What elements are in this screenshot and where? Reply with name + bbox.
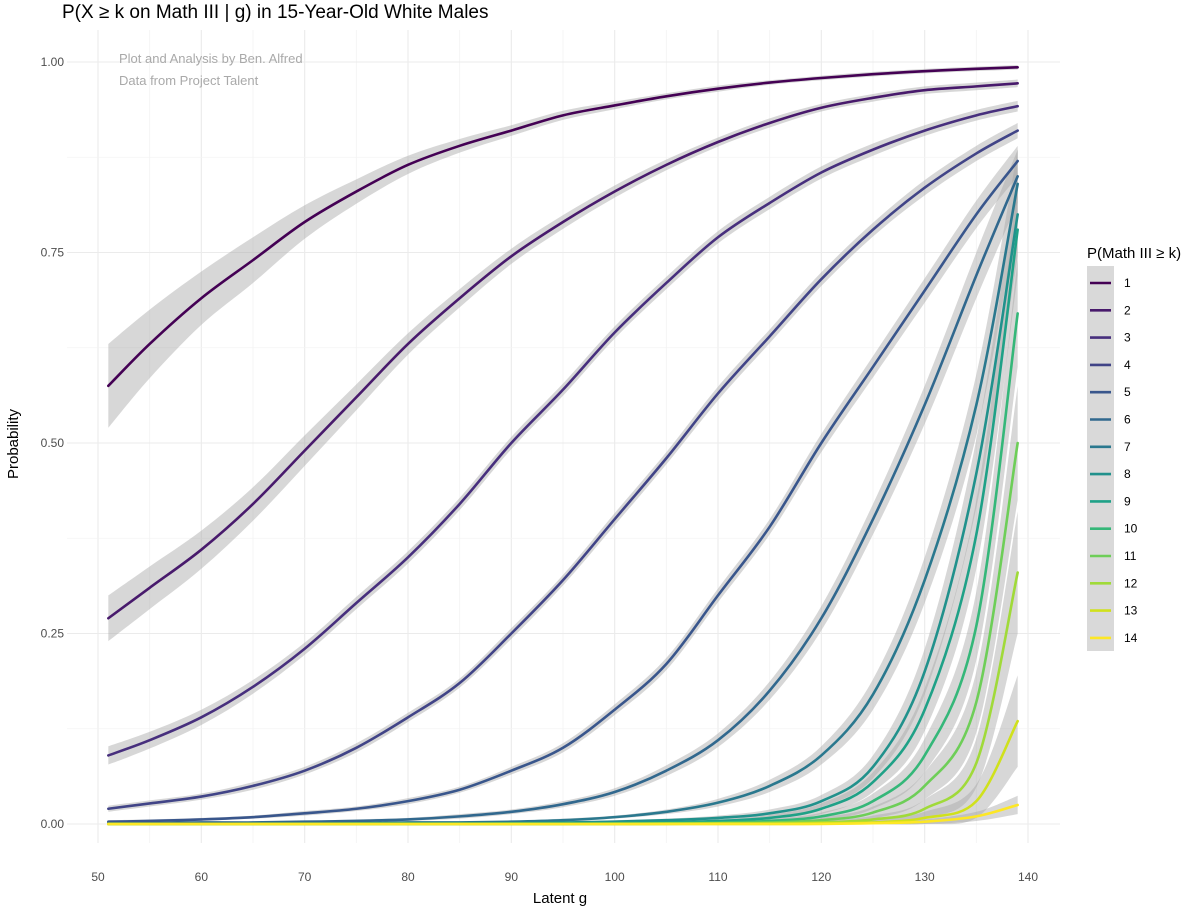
- y-tick-label: 0.00: [41, 817, 65, 831]
- legend-label-3: 3: [1124, 331, 1131, 345]
- ci-ribbon-11: [108, 385, 1018, 825]
- y-tick-label: 0.50: [41, 436, 65, 450]
- legend-key-background: [1087, 266, 1114, 651]
- legend-label-13: 13: [1124, 604, 1138, 618]
- y-tick-label: 1.00: [41, 55, 65, 69]
- annotation-author: Plot and Analysis by Ben. Alfred: [119, 51, 303, 66]
- legend-label-2: 2: [1124, 303, 1131, 317]
- legend-label-10: 10: [1124, 522, 1138, 536]
- series-line-14: [107, 803, 1019, 826]
- x-axis-ticks: 50 60 70 80 90 100 110 120 130 140: [91, 870, 1038, 884]
- x-tick-label: 110: [708, 870, 727, 884]
- legend-label-9: 9: [1124, 494, 1131, 508]
- legend-label-5: 5: [1124, 385, 1131, 399]
- chart-title: P(X ≥ k on Math III | g) in 15-Year-Old …: [62, 2, 489, 23]
- legend-label-11: 11: [1124, 549, 1137, 563]
- x-tick-label: 60: [195, 870, 209, 884]
- x-tick-label: 140: [1018, 870, 1038, 884]
- legend-label-8: 8: [1124, 467, 1131, 481]
- ci-ribbon-10: [108, 260, 1018, 825]
- ci-ribbon-6: [108, 149, 1018, 825]
- series-line-4: [107, 129, 1019, 811]
- legend-title: P(Math III ≥ k): [1087, 245, 1181, 262]
- series-line-2: [107, 82, 1019, 620]
- x-tick-label: 70: [298, 870, 312, 884]
- legend-label-7: 7: [1124, 440, 1131, 454]
- x-tick-label: 50: [91, 870, 105, 884]
- legend-label-1: 1: [1124, 276, 1131, 290]
- ci-ribbon-1: [108, 65, 1018, 428]
- ci-ribbon-4: [108, 122, 1018, 812]
- series-line-1: [107, 66, 1019, 388]
- y-tick-label: 0.25: [41, 627, 65, 641]
- y-axis-ticks: 0.00 0.25 0.50 0.75 1.00: [41, 55, 65, 831]
- annotation-source: Data from Project Talent: [119, 73, 259, 88]
- x-axis-title: Latent g: [533, 890, 587, 907]
- x-tick-label: 120: [811, 870, 831, 884]
- legend-label-14: 14: [1124, 631, 1138, 645]
- y-tick-label: 0.75: [41, 246, 65, 260]
- x-tick-label: 130: [915, 870, 935, 884]
- series-line-3: [107, 104, 1019, 757]
- y-axis-title: Probability: [5, 408, 22, 479]
- legend-label-4: 4: [1124, 358, 1131, 372]
- series-line-5: [107, 159, 1019, 824]
- series-lines: [107, 66, 1019, 826]
- legend-label-6: 6: [1124, 413, 1131, 427]
- x-tick-label: 90: [505, 870, 519, 884]
- x-tick-label: 100: [605, 870, 625, 884]
- legend-label-12: 12: [1124, 576, 1138, 590]
- x-tick-label: 80: [401, 870, 415, 884]
